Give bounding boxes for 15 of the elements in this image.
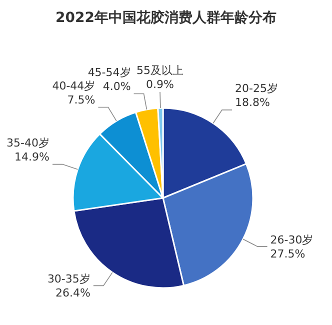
data-label: 27.5% bbox=[270, 247, 306, 260]
chart-title: 2022年中国花胶消费人群年龄分布 bbox=[56, 9, 276, 26]
slice-label: 20-25岁 bbox=[235, 82, 278, 95]
slice-label: 40-44岁 bbox=[52, 79, 96, 92]
slice-label: 35-40岁 bbox=[6, 136, 50, 150]
slice-label: 30-35岁 bbox=[47, 272, 90, 286]
slice-label: 45-54岁 bbox=[88, 66, 131, 79]
data-label: 26.4% bbox=[55, 286, 90, 300]
data-label: 14.9% bbox=[14, 150, 50, 164]
slice-label: 26-30岁 bbox=[270, 233, 314, 246]
data-label: 4.0% bbox=[102, 80, 131, 93]
data-label: 7.5% bbox=[67, 93, 96, 106]
slice-label: 55及以上 bbox=[136, 64, 184, 78]
data-label: 18.8% bbox=[235, 96, 270, 109]
data-label: 0.9% bbox=[146, 78, 174, 92]
